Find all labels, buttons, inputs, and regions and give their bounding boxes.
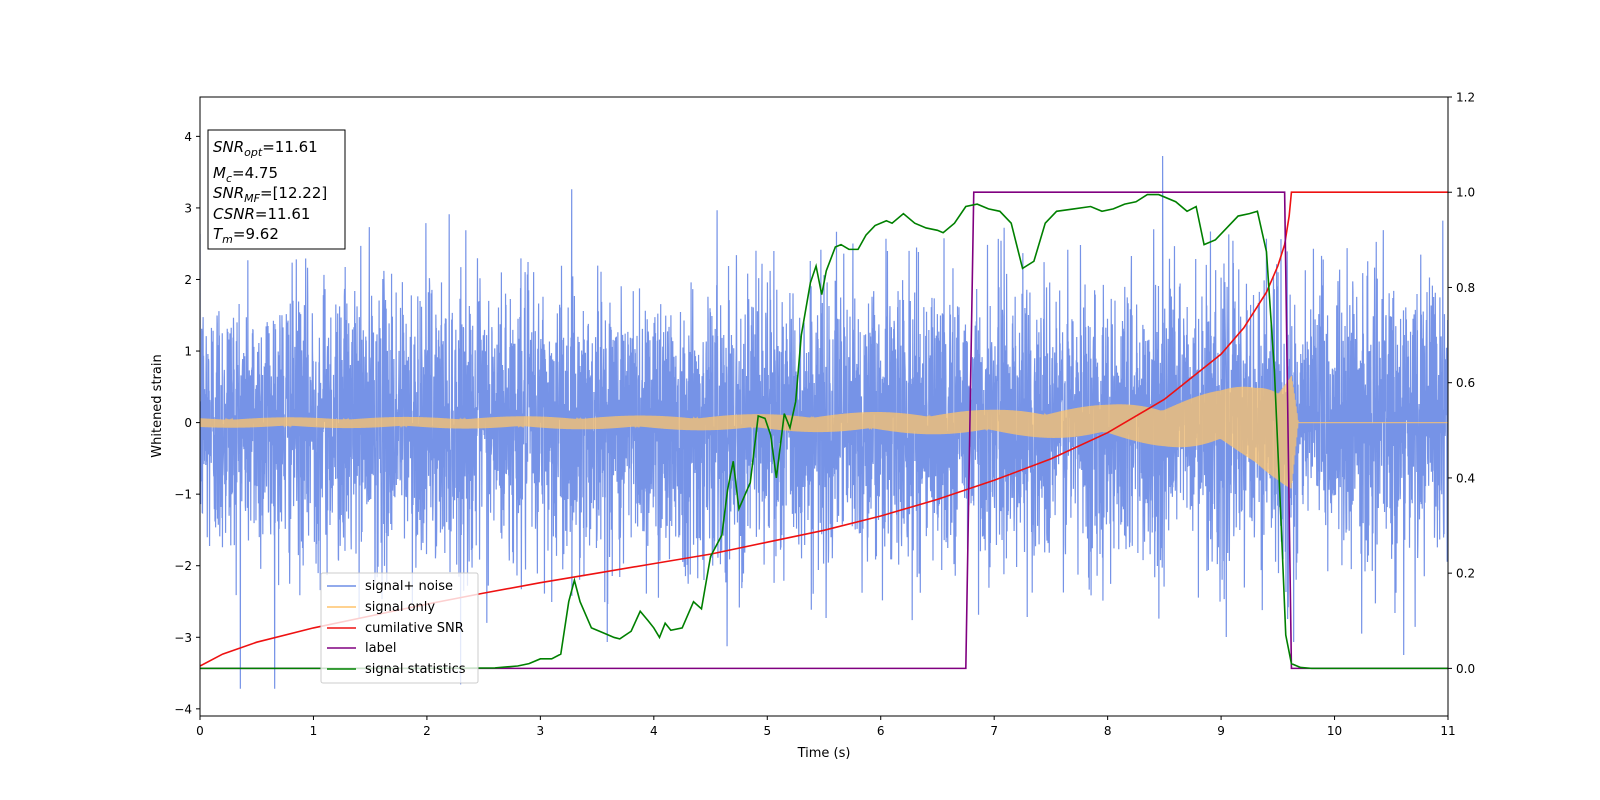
annotation-mc-sub: c xyxy=(226,172,232,185)
legend-label-signal-noise: signal+ noise xyxy=(365,579,453,594)
legend-frame xyxy=(320,572,479,684)
annotation-csnr-value: =11.61 xyxy=(255,205,311,223)
y-axis-label: Whitened strain xyxy=(150,354,165,457)
y-left-tick-label: −2 xyxy=(174,559,192,573)
legend-label-label: label xyxy=(365,641,396,656)
y-left-tick-label: 0 xyxy=(184,416,192,430)
annotation-mc: Mc=4.75 xyxy=(213,164,278,185)
annotation-snr-opt: SNRopt=11.61 xyxy=(213,138,318,159)
y-right-tick-label: 0.2 xyxy=(1456,567,1475,581)
annotation-snr-opt-sub: opt xyxy=(244,146,263,159)
annotation-mc-value: =4.75 xyxy=(232,164,278,182)
y-right-tick-label: 0.0 xyxy=(1456,662,1475,676)
x-tick-label: 0 xyxy=(196,724,204,738)
x-tick-label: 4 xyxy=(650,724,658,738)
x-tick-label: 8 xyxy=(1104,724,1112,738)
y-left-tick-label: 4 xyxy=(184,130,192,144)
legend-label-signal-only: signal only xyxy=(365,600,435,615)
x-tick-label: 7 xyxy=(990,724,998,738)
legend: signal+ noise signal only cumilative SNR… xyxy=(320,572,479,684)
annotation-snr-mf-value: =[12.22] xyxy=(260,184,327,202)
legend-label-signal-statistics: signal statistics xyxy=(365,662,466,677)
y-right-tick-label: 0.6 xyxy=(1456,376,1475,390)
annotation-tm-value: =9.62 xyxy=(233,225,279,243)
y-right-tick-label: 1.0 xyxy=(1456,186,1475,200)
annotation-snr-mf: SNRMF=[12.22] xyxy=(213,184,327,205)
x-tick-label: 2 xyxy=(423,724,431,738)
annotation-box: SNRopt=11.61 Mc=4.75 SNRMF=[12.22] CSNR=… xyxy=(207,129,346,250)
plot-frame xyxy=(199,96,1449,717)
y-left-tick-label: −4 xyxy=(174,702,192,716)
y-left-tick-label: 3 xyxy=(184,201,192,215)
x-tick-label: 11 xyxy=(1440,724,1455,738)
x-tick-label: 6 xyxy=(877,724,885,738)
annotation-snr-mf-symbol: SNR xyxy=(213,184,244,202)
annotation-snr-opt-symbol: SNR xyxy=(213,138,244,156)
signal-noise-series xyxy=(200,156,1448,689)
annotation-snr-mf-sub: MF xyxy=(244,192,260,205)
y-left-tick-label: 1 xyxy=(184,345,192,359)
y-right-tick-label: 1.2 xyxy=(1456,91,1475,105)
annotation-csnr-symbol: CSNR xyxy=(213,205,255,223)
x-tick-label: 10 xyxy=(1327,724,1342,738)
axes: 0 1 2 3 4 5 6 7 8 9 10 11 −4 −3 −2 −1 0 1 2 3 4 0.0 0.2 0.4 0.6 0… xyxy=(174,91,1475,739)
y-right-tick-label: 0.4 xyxy=(1456,471,1475,485)
y-left-tick-label: −3 xyxy=(174,631,192,645)
annotation-tm-sub: m xyxy=(222,233,233,246)
x-tick-label: 9 xyxy=(1217,724,1225,738)
signal-only-line xyxy=(200,375,1448,489)
x-tick-label: 5 xyxy=(763,724,771,738)
annotation-snr-opt-value: =11.61 xyxy=(262,138,318,156)
y-left-tick-label: −1 xyxy=(174,488,192,502)
x-tick-label: 3 xyxy=(537,724,545,738)
signal-statistics-line xyxy=(200,193,1448,670)
annotation-tm-symbol: T xyxy=(213,225,224,243)
y-right-tick-label: 0.8 xyxy=(1456,281,1475,295)
legend-label-cumulative-snr: cumilative SNR xyxy=(365,621,464,636)
x-axis-label: Time (s) xyxy=(797,746,851,761)
y-left-tick-label: 2 xyxy=(184,273,192,287)
annotation-frame xyxy=(207,129,346,250)
annotation-csnr: CSNR=11.61 xyxy=(213,205,310,223)
annotation-mc-symbol: M xyxy=(213,164,226,182)
annotation-tm: Tm=9.62 xyxy=(213,225,279,246)
signal-noise-line xyxy=(200,156,1448,689)
signal-only-series xyxy=(200,375,1448,489)
x-tick-label: 1 xyxy=(310,724,318,738)
